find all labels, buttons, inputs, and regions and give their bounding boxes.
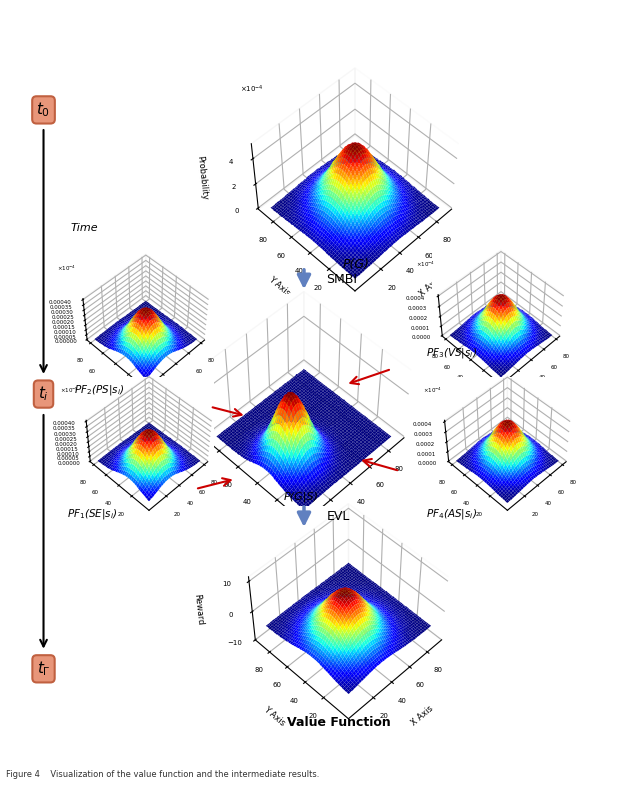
- Text: P(G|S): P(G|S): [284, 491, 318, 502]
- Text: Value Function: Value Function: [287, 716, 391, 728]
- Text: $\times10^{-3}$: $\times10^{-3}$: [169, 328, 190, 338]
- Text: EVL: EVL: [326, 510, 350, 523]
- Text: PF$_1$(SE|s$_i$): PF$_1$(SE|s$_i$): [67, 507, 118, 521]
- Text: P(G): P(G): [343, 258, 370, 272]
- Text: $t_0$: $t_0$: [36, 100, 51, 119]
- X-axis label: X Axis: X Axis: [418, 275, 444, 298]
- Text: $\times10^{-4}$: $\times10^{-4}$: [417, 260, 436, 269]
- Text: Time: Time: [70, 223, 98, 232]
- Text: $\times10^{-4}$: $\times10^{-4}$: [240, 84, 264, 95]
- Text: $\times10^{-4}$: $\times10^{-4}$: [57, 264, 76, 273]
- Text: PF$_3$(VS|s$_i$): PF$_3$(VS|s$_i$): [426, 346, 477, 360]
- X-axis label: X Axis: X Axis: [410, 704, 435, 728]
- Y-axis label: Y Axis: Y Axis: [262, 704, 287, 728]
- Text: $t_\Gamma$: $t_\Gamma$: [36, 659, 51, 678]
- Text: $\times10^{-5}$: $\times10^{-5}$: [60, 385, 79, 395]
- Text: SMBI: SMBI: [326, 273, 357, 286]
- Text: $t_i$: $t_i$: [38, 385, 49, 403]
- Text: $\times10^{-4}$: $\times10^{-4}$: [423, 385, 442, 395]
- Text: PF$_2$(PS|s$_i$): PF$_2$(PS|s$_i$): [74, 383, 124, 397]
- Text: PF$_4$(AS|s$_i$): PF$_4$(AS|s$_i$): [426, 507, 477, 521]
- Text: Figure 4    Visualization of the value function and the intermediate results.: Figure 4 Visualization of the value func…: [6, 770, 320, 779]
- Y-axis label: Y Axis: Y Axis: [267, 275, 292, 298]
